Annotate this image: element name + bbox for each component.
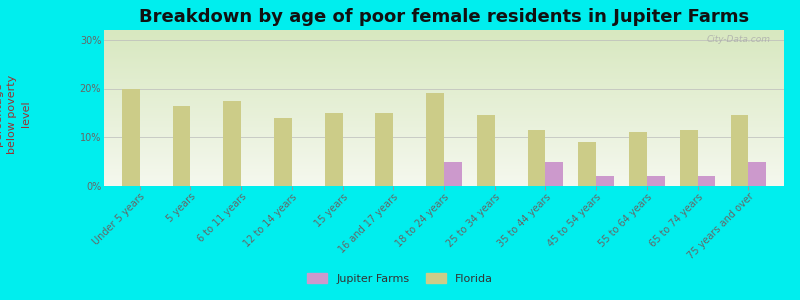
Bar (173, 106, 190, 186)
Text: City-Data.com: City-Data.com (706, 35, 770, 44)
Bar (546, 162, 563, 186)
Bar (375, 113, 394, 186)
Legend: Jupiter Farms, Florida: Jupiter Farms, Florida (302, 269, 498, 288)
Bar (426, 93, 444, 186)
Bar (477, 115, 494, 186)
Bar (596, 176, 614, 186)
Bar (274, 118, 292, 186)
Bar (647, 176, 665, 186)
Bar (630, 132, 647, 186)
Bar (223, 101, 241, 186)
Bar (444, 162, 462, 186)
Bar (680, 130, 698, 186)
Bar (730, 115, 749, 186)
Bar (578, 142, 596, 186)
Bar (528, 130, 546, 186)
Bar (122, 88, 139, 186)
Text: percentage
below poverty
level: percentage below poverty level (0, 74, 31, 154)
Bar (325, 113, 342, 186)
Bar (698, 176, 715, 186)
Bar (749, 162, 766, 186)
Title: Breakdown by age of poor female residents in Jupiter Farms: Breakdown by age of poor female resident… (139, 8, 749, 26)
